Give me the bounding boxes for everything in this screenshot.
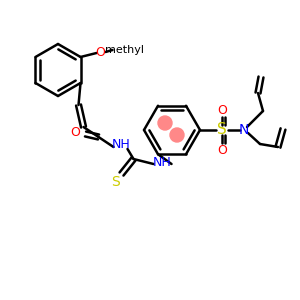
Circle shape xyxy=(158,116,172,130)
Text: S: S xyxy=(111,175,120,189)
Text: O: O xyxy=(70,125,80,139)
Text: NH: NH xyxy=(112,139,131,152)
Text: S: S xyxy=(217,122,227,137)
Text: N: N xyxy=(239,123,249,137)
Text: O: O xyxy=(217,143,227,157)
Text: O: O xyxy=(217,103,227,116)
Circle shape xyxy=(170,128,184,142)
Text: methyl: methyl xyxy=(105,45,144,55)
Text: NH: NH xyxy=(153,157,172,169)
Text: O: O xyxy=(96,46,106,59)
